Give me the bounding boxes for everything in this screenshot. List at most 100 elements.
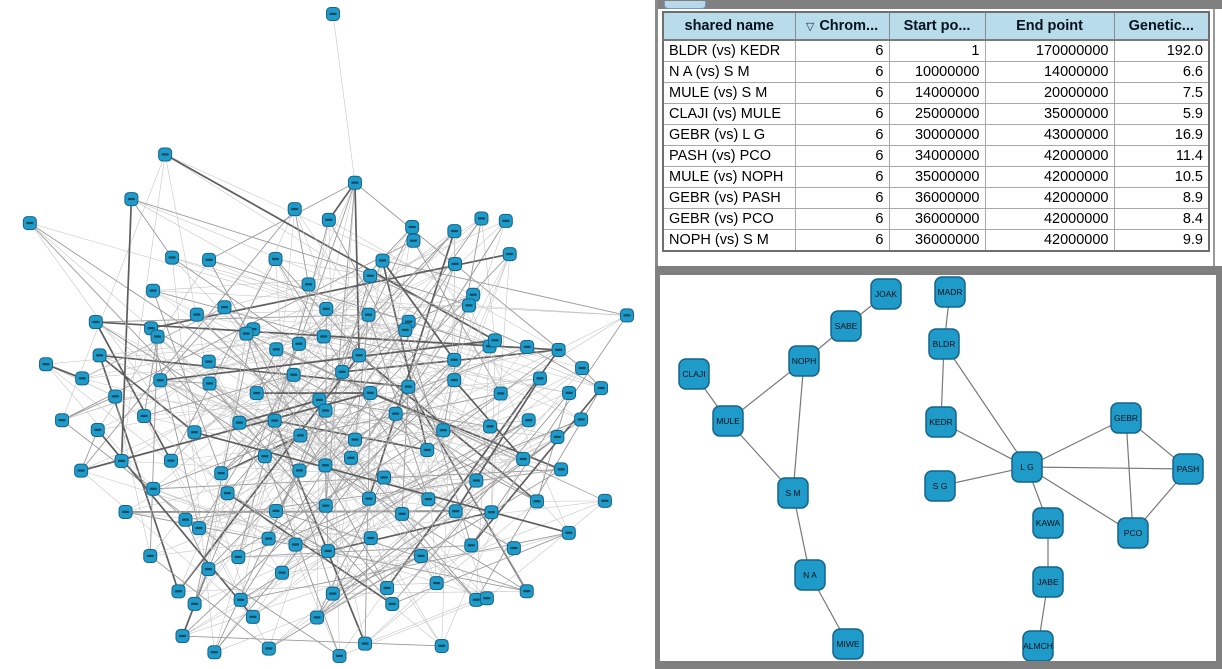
network-edge[interactable] [194, 374, 294, 433]
network-edge[interactable] [131, 198, 602, 389]
network-node[interactable] [529, 494, 544, 509]
network-edge[interactable] [328, 219, 559, 351]
network-node[interactable] [502, 247, 517, 262]
network-node[interactable] [164, 453, 179, 468]
network-edge[interactable] [428, 498, 515, 549]
network-edge[interactable] [299, 359, 455, 471]
network-node[interactable] [217, 300, 232, 315]
network-edge[interactable] [164, 153, 496, 342]
network-edge[interactable] [99, 354, 409, 388]
network-edge[interactable] [401, 513, 422, 557]
network-node[interactable] [231, 550, 246, 565]
network-node[interactable] [597, 493, 612, 508]
network-node[interactable] [380, 581, 395, 596]
network-node-bldr[interactable]: BLDR [928, 328, 960, 360]
network-node[interactable] [484, 505, 499, 520]
network-edge[interactable] [275, 219, 330, 512]
network-node[interactable] [245, 609, 260, 624]
network-node[interactable] [506, 541, 521, 556]
network-node[interactable] [153, 373, 168, 388]
network-edge[interactable] [252, 378, 541, 618]
table-row[interactable]: N A (vs) S M 6 10000000 14000000 6.6 [662, 61, 1210, 83]
network-edge[interactable] [144, 378, 540, 417]
network-node-kedr[interactable]: KEDR [925, 406, 957, 438]
network-node[interactable] [233, 592, 248, 607]
network-edge[interactable] [131, 198, 455, 381]
network-node[interactable] [158, 147, 173, 162]
network-edge[interactable] [354, 182, 583, 369]
network-edge[interactable] [159, 306, 225, 381]
network-edge[interactable] [149, 555, 270, 649]
network-edge[interactable] [436, 480, 477, 584]
network-edge[interactable] [308, 284, 477, 481]
network-edge[interactable] [426, 450, 437, 584]
network-node[interactable] [286, 367, 301, 382]
network-edge[interactable] [185, 519, 209, 570]
network-edge[interactable] [164, 154, 582, 420]
network-node[interactable] [318, 403, 333, 418]
network-edge[interactable] [80, 470, 254, 618]
network-edge[interactable] [214, 505, 327, 653]
column-header-end[interactable]: End point [984, 11, 1115, 41]
table-row[interactable]: GEBR (vs) PCO 6 36000000 42000000 8.4 [662, 208, 1210, 230]
network-edge[interactable] [81, 321, 409, 471]
network-edge[interactable] [238, 419, 582, 558]
network-edge[interactable] [408, 386, 524, 460]
network-edge[interactable] [82, 294, 474, 379]
network-edge[interactable] [99, 354, 195, 433]
network-node[interactable] [108, 389, 123, 404]
network-edge[interactable] [227, 492, 329, 552]
network-node[interactable] [532, 371, 547, 386]
table-row[interactable]: PASH (vs) PCO 6 34000000 42000000 11.4 [662, 145, 1210, 167]
network-node[interactable] [395, 506, 410, 521]
network-edge[interactable] [224, 284, 309, 308]
network-node[interactable] [398, 323, 413, 338]
network-edge[interactable] [526, 346, 602, 389]
network-edge[interactable] [198, 435, 301, 529]
network-node[interactable] [420, 443, 435, 458]
network-edge[interactable] [368, 314, 527, 592]
network-edge[interactable] [413, 240, 502, 394]
network-edge[interactable] [442, 218, 482, 431]
network-edge[interactable] [252, 294, 474, 618]
network-edge[interactable] [275, 510, 442, 647]
network-node[interactable] [249, 386, 264, 401]
network-node[interactable] [319, 301, 334, 316]
network-edge[interactable] [316, 537, 372, 618]
network-node[interactable] [268, 252, 283, 267]
network-node[interactable] [207, 645, 222, 660]
network-edge[interactable] [240, 263, 456, 601]
network-edge[interactable] [178, 182, 356, 592]
network-edge[interactable] [268, 226, 413, 649]
network-edge[interactable] [256, 349, 277, 394]
network-node[interactable] [361, 491, 376, 506]
network-edge[interactable] [413, 240, 490, 347]
network-edge[interactable] [294, 209, 310, 285]
network-node[interactable] [483, 419, 498, 434]
network-edge[interactable] [29, 222, 356, 441]
network-edge[interactable] [328, 219, 340, 657]
network-node[interactable] [146, 481, 161, 496]
network-node[interactable] [332, 649, 347, 663]
network-edge[interactable] [153, 218, 482, 490]
network-node[interactable] [291, 336, 306, 351]
column-header-start[interactable]: Start po... [888, 11, 986, 41]
network-edge[interactable] [275, 510, 527, 592]
network-edge[interactable] [131, 198, 173, 258]
network-edge[interactable] [95, 321, 172, 462]
network-edge[interactable] [208, 361, 266, 457]
network-edge[interactable] [196, 314, 422, 557]
network-node[interactable] [137, 409, 152, 424]
network-node[interactable] [220, 486, 235, 501]
network-edge[interactable] [185, 439, 356, 521]
network-edge[interactable] [160, 339, 496, 382]
network-edge[interactable] [513, 532, 569, 549]
network-edge[interactable] [392, 532, 569, 605]
table-row[interactable]: NOPH (vs) S M 6 36000000 42000000 9.9 [662, 229, 1210, 252]
column-header-name[interactable]: shared name [662, 11, 796, 41]
network-edge[interactable] [1026, 466, 1134, 534]
network-node[interactable] [474, 211, 489, 226]
network-node[interactable] [171, 584, 186, 599]
network-node[interactable] [257, 449, 272, 464]
network-edge[interactable] [61, 349, 277, 421]
